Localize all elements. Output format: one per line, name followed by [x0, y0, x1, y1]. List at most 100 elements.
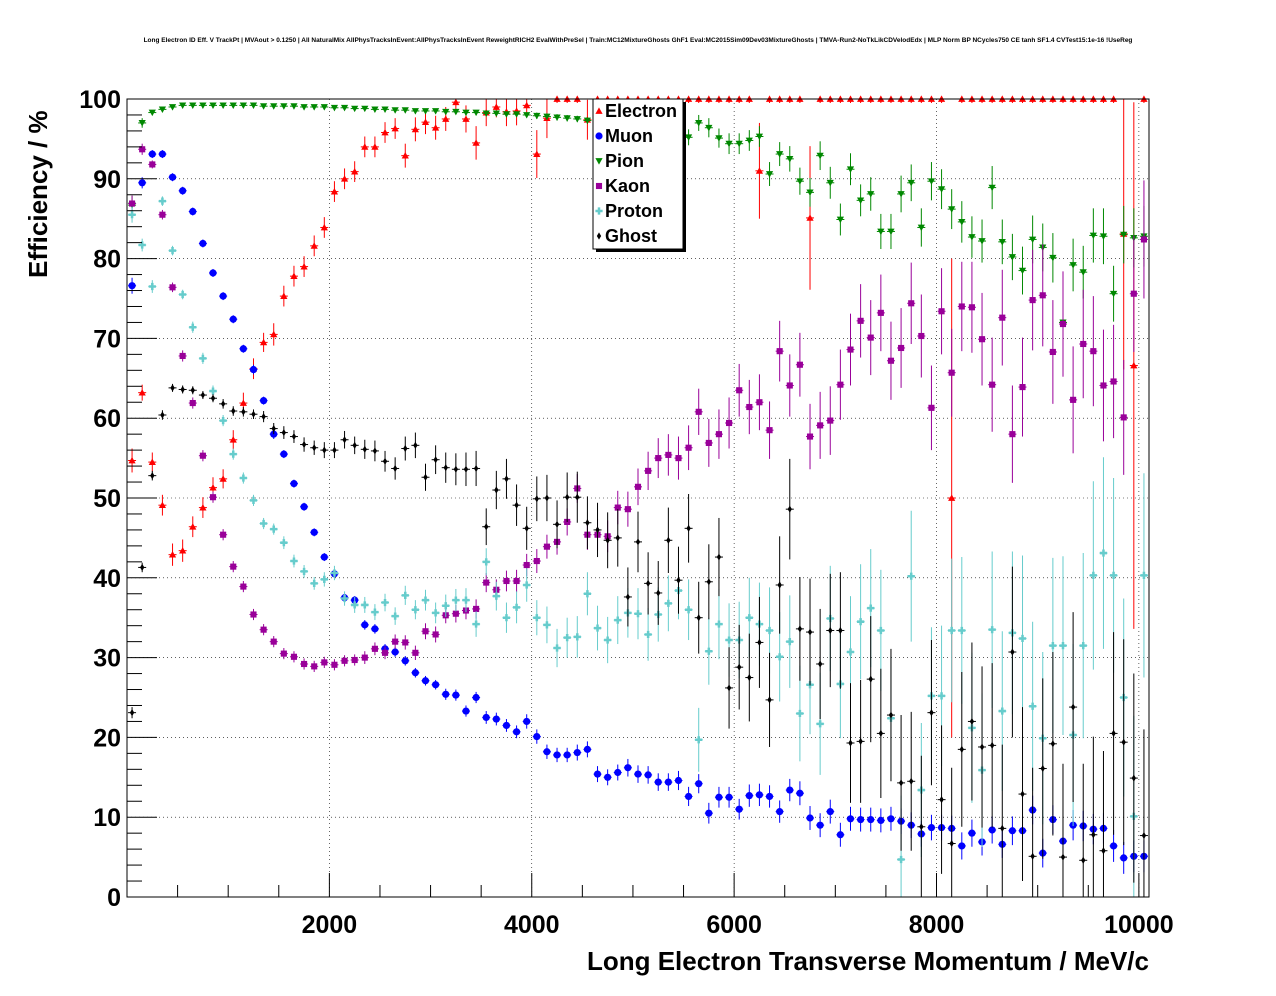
proton-point — [189, 323, 197, 331]
pion-point — [158, 106, 167, 113]
kaon-point — [867, 334, 874, 341]
kaon-point — [908, 300, 915, 307]
pion-point — [877, 228, 885, 236]
ghost-point — [473, 464, 479, 473]
pion-point — [725, 140, 733, 148]
pion-point — [219, 102, 227, 109]
pion-point — [1029, 236, 1037, 244]
ghost-point — [342, 436, 347, 444]
kaon-point — [331, 661, 338, 668]
pion-point — [715, 135, 723, 142]
ghost-point — [544, 494, 550, 502]
kaon-point — [452, 610, 459, 617]
ghost-point — [969, 717, 975, 726]
muon-point — [836, 831, 844, 839]
ghost-point — [625, 593, 631, 601]
ghost-point — [1030, 852, 1035, 860]
ghost-point — [1141, 831, 1147, 840]
kaon-point — [1059, 320, 1067, 328]
ghost-point — [737, 663, 742, 671]
proton-point — [351, 601, 359, 609]
kaon-point — [1009, 431, 1016, 438]
electron-point — [442, 115, 450, 122]
muon-point — [553, 751, 561, 759]
kaon-point — [503, 577, 510, 585]
proton-point — [877, 626, 885, 635]
electron-point — [300, 262, 308, 270]
proton-point — [725, 636, 733, 644]
muon-point — [846, 815, 855, 823]
proton-point — [462, 596, 470, 604]
kaon-point — [756, 399, 763, 406]
muon-point — [887, 815, 895, 823]
proton-point — [958, 626, 966, 635]
proton-point — [320, 575, 328, 583]
muon-point — [968, 829, 976, 837]
pion-point — [978, 238, 986, 245]
proton-point — [452, 596, 460, 604]
proton-point — [330, 569, 339, 577]
muon-point — [776, 808, 784, 816]
muon-point — [179, 187, 187, 195]
muon-point — [1008, 827, 1016, 835]
pion-point — [937, 186, 946, 193]
muon-point — [138, 179, 146, 187]
kaon-point — [230, 563, 237, 570]
muon-point — [684, 792, 693, 801]
proton-point — [401, 591, 409, 599]
ghost-point — [878, 729, 884, 738]
muon-point — [674, 776, 683, 785]
proton-point — [148, 282, 156, 291]
electron-point — [472, 139, 480, 146]
muon-point — [523, 717, 531, 726]
muon-point — [290, 480, 298, 488]
pion-point — [300, 104, 308, 111]
muon-point — [604, 773, 612, 781]
ghost-point — [838, 626, 843, 635]
ghost-point — [301, 440, 307, 449]
muon-point — [958, 842, 966, 850]
kaon-point — [685, 444, 692, 451]
kaon-point — [523, 561, 530, 569]
ghost-point — [898, 779, 904, 787]
ghost-point — [231, 407, 236, 415]
kaon-point — [624, 506, 631, 513]
ghost-point — [534, 495, 539, 503]
kaon-point — [483, 579, 490, 586]
proton-point — [543, 621, 551, 629]
proton-point — [209, 387, 217, 395]
muon-point — [148, 150, 156, 158]
pion-point — [442, 108, 450, 116]
muon-point — [786, 786, 794, 794]
kaon-point — [270, 638, 277, 645]
muon-point — [877, 816, 885, 824]
muon-point — [826, 808, 834, 816]
pion-point — [391, 107, 399, 114]
pion-point — [260, 103, 268, 110]
ghost-point — [382, 457, 388, 465]
ghost-point — [747, 673, 752, 682]
ghost-point — [494, 486, 499, 494]
kaon-point — [948, 369, 955, 376]
proton-point — [715, 620, 723, 628]
kaon-point — [290, 653, 298, 660]
pion-point — [239, 102, 247, 109]
kaon-point — [695, 408, 702, 415]
muon-point — [988, 826, 996, 834]
legend-marker-electron — [595, 107, 603, 114]
electron-point — [189, 523, 197, 530]
kaon-point — [301, 660, 308, 668]
pion-point — [179, 102, 187, 109]
ghost-point — [565, 493, 570, 501]
electron-point — [280, 292, 288, 299]
proton-point — [573, 633, 581, 641]
pion-point — [340, 104, 349, 112]
muon-point — [128, 282, 136, 290]
legend-label-kaon: Kaon — [605, 176, 650, 196]
ghost-point — [554, 520, 560, 528]
y-tick-label: 0 — [107, 884, 121, 912]
pion-point — [755, 133, 764, 141]
kaon-point — [978, 336, 986, 343]
legend: Electron Muon Pion Kaon Proton Ghost — [592, 98, 686, 252]
electron-point — [158, 501, 167, 509]
